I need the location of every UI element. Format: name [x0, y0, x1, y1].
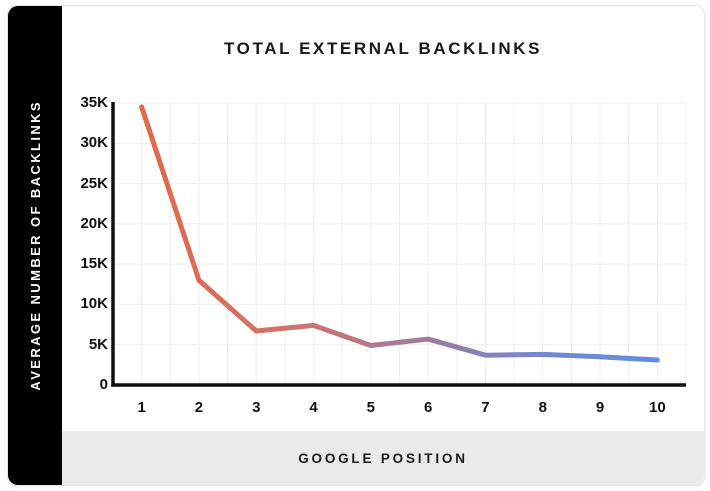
x-tick-label: 3 [252, 399, 261, 416]
x-axis-title: GOOGLE POSITION [298, 450, 468, 466]
y-tick-label: 0 [99, 376, 108, 393]
x-tick-label: 7 [481, 399, 490, 416]
y-tick-label: 15K [80, 255, 108, 273]
y-tick-label: 10K [80, 295, 108, 313]
y-tick-label: 25K [80, 174, 108, 192]
backlinks-line-series [139, 104, 660, 363]
x-tick-label: 9 [595, 399, 605, 416]
y-axis-title-panel: AVERAGE NUMBER OF BACKLINKS [8, 6, 62, 485]
x-tick-label: 8 [538, 399, 547, 416]
y-axis-title: AVERAGE NUMBER OF BACKLINKS [27, 100, 43, 391]
chart-title: TOTAL EXTERNAL BACKLINKS [223, 39, 543, 58]
x-tick-label: 5 [366, 399, 376, 416]
x-tick-label: 6 [423, 399, 433, 416]
x-tick-label: 10 [649, 399, 666, 416]
y-tick-label: 5K [88, 335, 108, 353]
chart-card: AVERAGE NUMBER OF BACKLINKS TOTAL EXTERN… [7, 5, 705, 486]
x-tick-label: 2 [194, 399, 204, 416]
y-tick-label: 35K [80, 94, 108, 111]
x-axis-title-panel: GOOGLE POSITION [62, 431, 704, 485]
x-tick-label: 1 [137, 399, 146, 416]
line-chart-plot [111, 102, 687, 387]
y-tick-label: 30K [80, 134, 108, 152]
y-tick-label: 20K [80, 214, 108, 232]
x-tick-label: 4 [309, 399, 318, 416]
